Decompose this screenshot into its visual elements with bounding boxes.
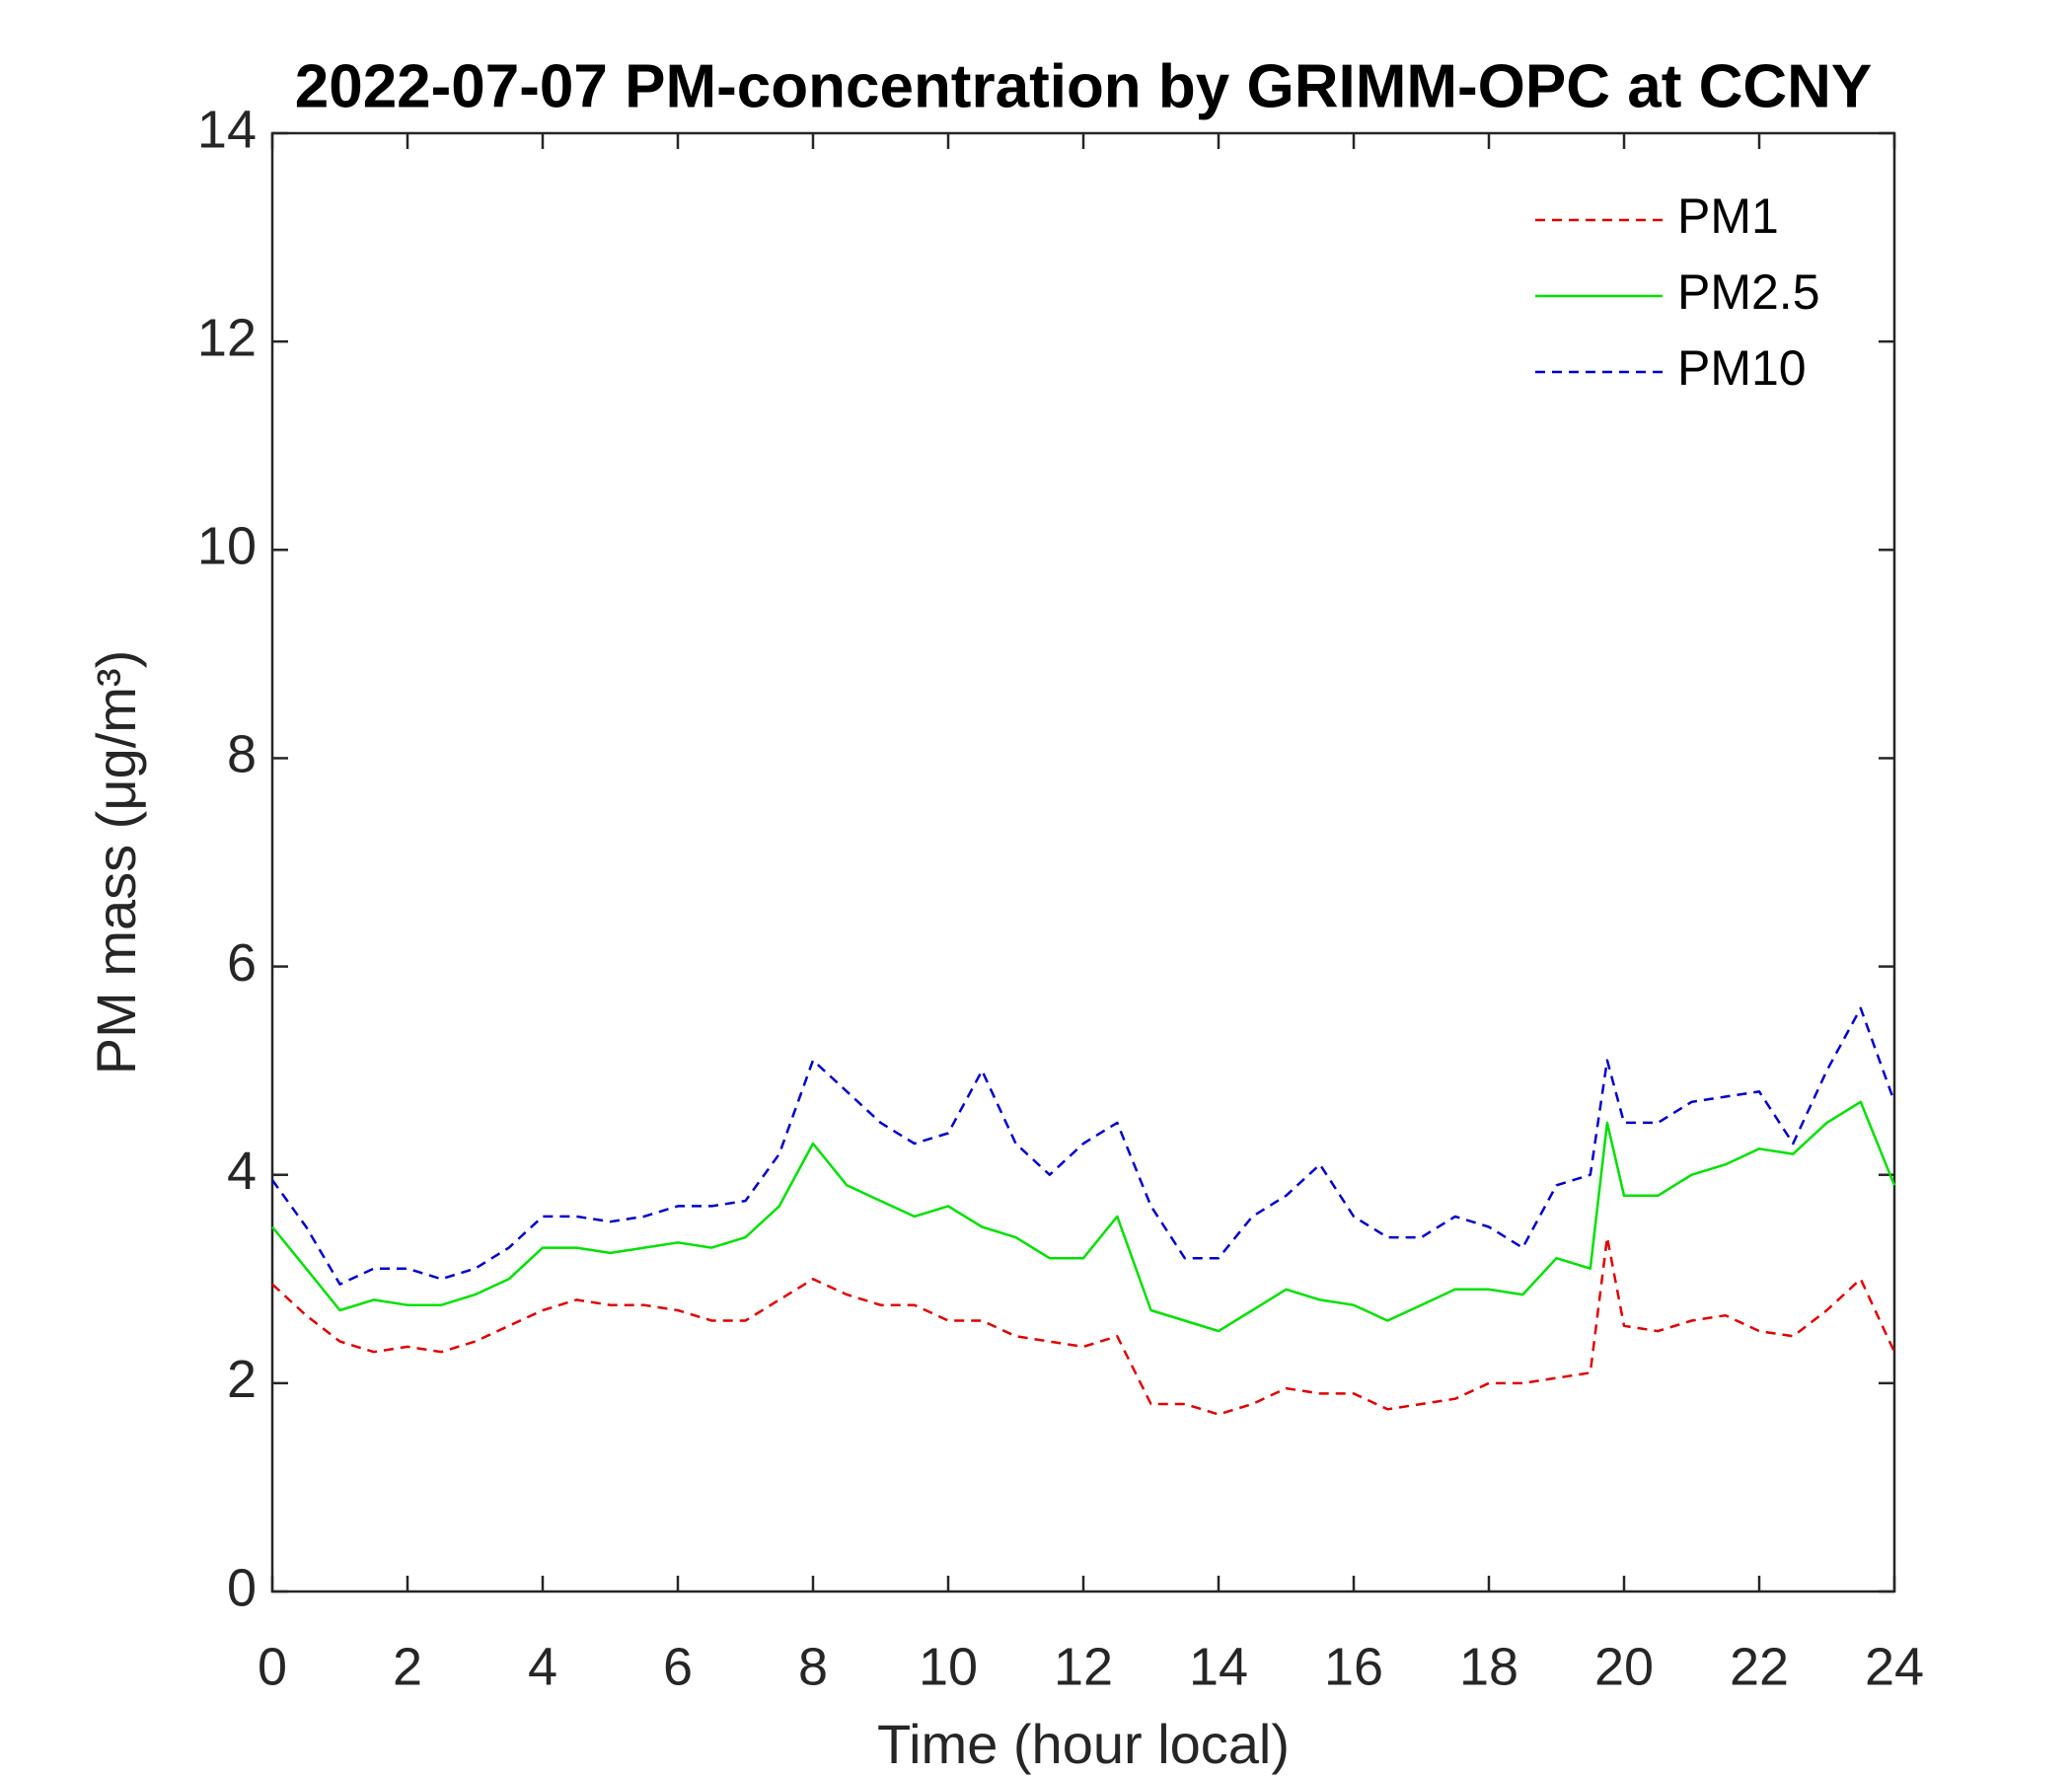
x-tick-label: 18 (1459, 1637, 1518, 1696)
series-line (270, 1006, 1896, 1286)
x-tick-label: 12 (1054, 1637, 1113, 1696)
x-tick-label: 22 (1730, 1637, 1789, 1696)
plot-area (270, 131, 1896, 1593)
x-tick-label: 6 (663, 1637, 693, 1696)
y-tick-label: 4 (227, 1142, 257, 1201)
y-tick-label: 12 (197, 308, 257, 367)
legend-label: PM10 (1677, 340, 1807, 396)
x-tick-label: 10 (919, 1637, 978, 1696)
y-tick-label: 2 (227, 1350, 257, 1409)
y-axis-label: PM mass (μg/m³) (85, 650, 147, 1074)
legend-label: PM2.5 (1677, 264, 1820, 320)
y-tick-label: 8 (227, 725, 257, 784)
x-tick-label: 8 (798, 1637, 828, 1696)
x-tick-label: 0 (258, 1637, 287, 1696)
x-tick-label: 4 (528, 1637, 557, 1696)
y-tick-label: 0 (227, 1558, 257, 1617)
x-tick-label: 2 (393, 1637, 422, 1696)
x-tick-label: 16 (1324, 1637, 1383, 1696)
chart-title: 2022-07-07 PM-concentration by GRIMM-OPC… (295, 52, 1873, 120)
x-tick-label: 24 (1865, 1637, 1924, 1696)
x-axis-label: Time (hour local) (877, 1713, 1290, 1775)
x-tick-label: 20 (1594, 1637, 1654, 1696)
series-line (271, 1100, 1896, 1333)
y-tick-label: 10 (197, 517, 257, 576)
y-tick-label: 6 (227, 933, 257, 993)
legend-label: PM1 (1677, 188, 1779, 244)
x-tick-label: 14 (1189, 1637, 1248, 1696)
series-line (271, 1235, 1896, 1416)
y-tick-label: 14 (197, 100, 257, 159)
